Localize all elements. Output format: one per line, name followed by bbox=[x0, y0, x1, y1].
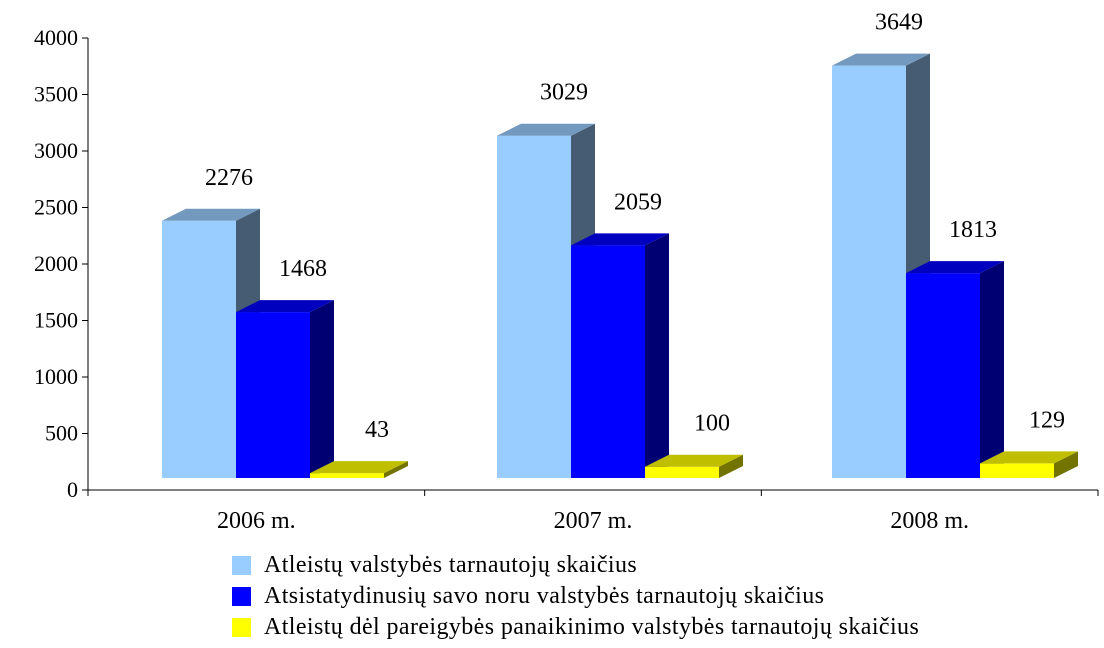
bar-front-face bbox=[571, 245, 645, 478]
bar-top-face bbox=[236, 300, 334, 313]
bar-front-face bbox=[980, 463, 1054, 478]
bar-side-face bbox=[980, 261, 1004, 478]
bar-top-face bbox=[906, 261, 1004, 274]
y-tick-label: 2500 bbox=[34, 195, 78, 220]
data-label: 1813 bbox=[949, 217, 997, 243]
data-label: 100 bbox=[694, 411, 730, 437]
data-label: 129 bbox=[1029, 407, 1065, 433]
bar bbox=[980, 451, 1078, 478]
bar-top-face bbox=[310, 461, 408, 474]
bar-side-face bbox=[719, 454, 743, 478]
bars-group bbox=[162, 53, 1078, 479]
y-tick-label: 4000 bbox=[34, 25, 78, 50]
bar-top-face bbox=[832, 53, 930, 66]
legend-label: Atleistų dėl pareigybės panaikinimo vals… bbox=[264, 614, 920, 640]
bar-front-face bbox=[162, 220, 236, 478]
x-axis-ticks: 2006 m. 2007 m. 2008 m. bbox=[87, 490, 1099, 534]
bar-front-face bbox=[906, 273, 980, 478]
data-label: 2059 bbox=[614, 189, 662, 215]
y-tick-label: 0 bbox=[67, 477, 78, 502]
data-label: 3649 bbox=[875, 10, 923, 36]
bar-top-face bbox=[497, 123, 595, 136]
y-tick-label: 500 bbox=[45, 421, 78, 446]
bar-top-face bbox=[162, 208, 260, 221]
legend-label: Atsistatydinusių savo noru valstybės tar… bbox=[264, 583, 825, 609]
bar-top-face bbox=[571, 233, 669, 246]
bar-front-face bbox=[645, 466, 719, 478]
y-tick-label: 2000 bbox=[34, 251, 78, 276]
bar-top-face bbox=[645, 454, 743, 467]
legend-item: Atsistatydinusių savo noru valstybės tar… bbox=[232, 581, 919, 612]
bar bbox=[236, 300, 334, 478]
bar bbox=[645, 454, 743, 478]
bar-side-face bbox=[310, 300, 334, 478]
data-label: 43 bbox=[365, 417, 389, 443]
legend-swatch bbox=[232, 587, 251, 606]
bar-side-face bbox=[1054, 451, 1078, 478]
y-tick-label: 3500 bbox=[34, 82, 78, 107]
bar-front-face bbox=[236, 312, 310, 478]
x-tick-label: 2006 m. bbox=[217, 508, 296, 534]
legend-item: Atleistų dėl pareigybės panaikinimo vals… bbox=[232, 612, 919, 643]
legend-item: Atleistų valstybės tarnautojų skaičius bbox=[232, 550, 919, 581]
bar-front-face bbox=[497, 135, 571, 478]
data-label: 3029 bbox=[540, 80, 588, 106]
y-axis-ticks: 0 500 1000 1500 2000 2500 3000 3500 4000 bbox=[34, 25, 88, 502]
x-tick-label: 2007 m. bbox=[554, 508, 633, 534]
bar-top-face bbox=[980, 451, 1078, 464]
data-label: 1468 bbox=[279, 256, 327, 282]
data-label: 2276 bbox=[205, 165, 253, 191]
legend-swatch bbox=[232, 618, 251, 637]
bar bbox=[906, 261, 1004, 478]
data-labels-group: 2276 1468 43 3029 2059 100 3649 1813 129 bbox=[205, 10, 1065, 443]
x-tick-label: 2008 m. bbox=[890, 508, 969, 534]
bar-side-face bbox=[645, 233, 669, 478]
y-tick-label: 3000 bbox=[34, 138, 78, 163]
y-tick-label: 1500 bbox=[34, 308, 78, 333]
legend-swatch bbox=[232, 556, 251, 575]
bar bbox=[310, 461, 408, 478]
bar-chart: 0 500 1000 1500 2000 2500 3000 3500 4000 2006 m.… bbox=[34, 10, 1099, 534]
bar bbox=[571, 233, 669, 478]
bar-front-face bbox=[832, 65, 906, 479]
legend-label: Atleistų valstybės tarnautojų skaičius bbox=[264, 552, 638, 578]
bar-front-face bbox=[310, 473, 384, 478]
y-tick-label: 1000 bbox=[34, 364, 78, 389]
legend: Atleistų valstybės tarnautojų skaičius A… bbox=[232, 550, 919, 643]
bar-side-face bbox=[384, 461, 408, 478]
